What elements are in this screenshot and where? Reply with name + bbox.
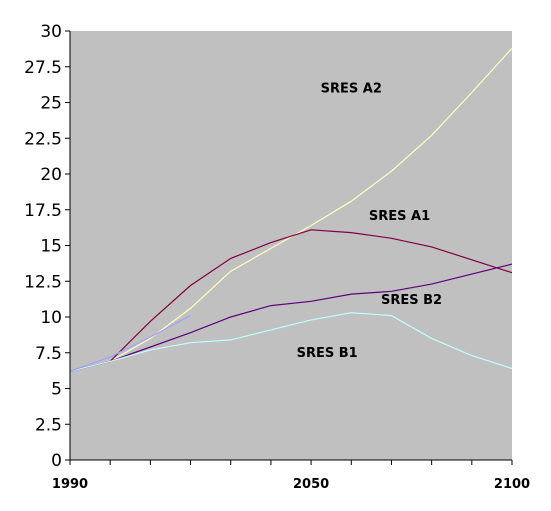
x-tick-label: 2100 <box>494 477 530 492</box>
y-tick-label: 17.5 <box>24 201 62 221</box>
series-label-sres-a2: SRES A2 <box>321 81 382 96</box>
series-line-sres-a2 <box>69 47 513 372</box>
y-tick-label: 12.5 <box>24 272 62 292</box>
y-axis-labels: 0 2.5 5 7.5 10 12.5 15 17.5 20 22.5 25 27.5 30 <box>24 22 62 471</box>
plot-background <box>70 31 512 460</box>
series-lines <box>69 47 513 372</box>
series-line-unlabeled <box>69 315 191 372</box>
y-tick-label: 0 <box>51 451 62 471</box>
x-tick-label: 1990 <box>52 477 88 492</box>
series-label-sres-a1: SRES A1 <box>369 209 430 224</box>
series-line-sres-a1 <box>69 229 513 372</box>
y-tick-label: 20 <box>40 165 62 185</box>
y-tick-label: 2.5 <box>35 415 62 435</box>
y-tick-label: 15 <box>40 237 62 257</box>
x-axis-ticks <box>69 460 513 465</box>
y-tick-label: 7.5 <box>35 344 62 364</box>
series-label-sres-b2: SRES B2 <box>381 293 442 308</box>
y-tick-label: 10 <box>40 308 62 328</box>
y-tick-label: 30 <box>40 22 62 42</box>
y-tick-label: 5 <box>51 380 62 400</box>
series-line-sres-b1 <box>69 312 513 372</box>
x-tick-label: 2050 <box>293 477 329 492</box>
y-tick-label: 25 <box>40 94 62 114</box>
series-label-sres-b1: SRES B1 <box>297 346 358 361</box>
y-axis-ticks <box>65 30 70 461</box>
y-tick-label: 22.5 <box>24 129 62 149</box>
y-tick-label: 27.5 <box>24 58 62 78</box>
series-line-sres-b2 <box>69 263 513 372</box>
series-labels: SRES A2 SRES A1 SRES B2 SRES B1 <box>297 81 442 361</box>
x-axis-labels: 1990 2050 2100 <box>52 477 530 492</box>
